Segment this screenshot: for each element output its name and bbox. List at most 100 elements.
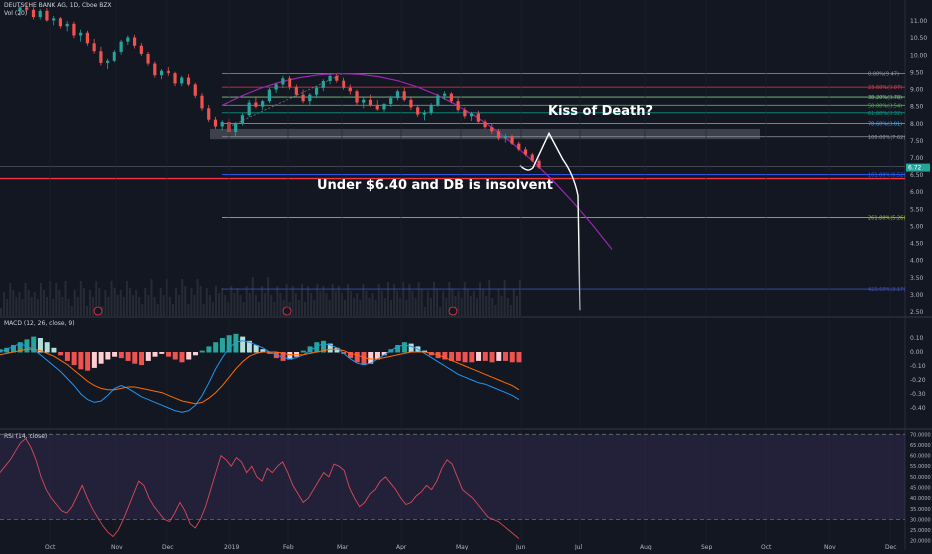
candle-body	[483, 121, 487, 128]
volume-bar	[107, 297, 110, 316]
volume-bar	[436, 289, 439, 316]
candle-body	[112, 51, 116, 61]
volume-bar	[0, 308, 2, 316]
volume-bar	[248, 293, 251, 316]
volume-bar	[205, 288, 208, 316]
candle-body	[31, 9, 36, 18]
volume-bar	[175, 288, 178, 316]
volume-bar	[420, 289, 423, 316]
candle-body	[254, 102, 258, 107]
candle-body	[530, 154, 534, 161]
price-tick-label: 7.50	[910, 138, 924, 145]
volume-bar	[451, 289, 454, 316]
macd-histogram-bar	[199, 350, 205, 353]
macd-histogram-bar	[321, 340, 327, 353]
price-tick-label: 11.00	[910, 18, 927, 25]
volume-bar	[356, 293, 359, 316]
volume-bar	[491, 298, 494, 316]
volume-bar	[423, 307, 426, 316]
earnings-marker	[282, 306, 292, 316]
volume-bar	[168, 297, 171, 316]
candle-body	[490, 127, 494, 132]
macd-histogram-bar	[4, 347, 10, 353]
volume-bar	[304, 302, 307, 316]
macd-histogram-bar	[44, 342, 50, 353]
symbol-title: DEUTSCHE BANK AG, 1D, Cboe BZX	[4, 2, 112, 9]
volume-bar	[463, 282, 466, 316]
candle-body	[335, 75, 339, 81]
candle-body	[274, 84, 278, 90]
price-tick-label: 4.00	[910, 258, 924, 265]
volume-bar	[322, 286, 325, 316]
volume-bar	[353, 298, 356, 316]
volume-bar	[193, 295, 196, 316]
volume-bar	[242, 302, 245, 316]
volume-bar	[479, 282, 482, 316]
macd-histogram-bar	[10, 345, 16, 353]
volume-bar	[472, 291, 475, 316]
price-tick-label: 5.50	[910, 206, 924, 213]
volume-bar	[196, 279, 199, 316]
rsi-tick-label: 30.0000	[910, 517, 931, 523]
volume-bar	[30, 297, 33, 316]
price-tick-label: 6.50	[910, 172, 924, 179]
volume-bar	[178, 295, 181, 316]
macd-histogram-bar	[347, 352, 353, 359]
volume-bar	[254, 295, 257, 316]
candle-body	[85, 32, 90, 44]
candle-body	[139, 45, 143, 54]
volume-bar	[184, 286, 187, 316]
volume-bar	[399, 298, 402, 316]
candle-body	[213, 119, 218, 127]
macd-histogram-bar	[354, 352, 360, 363]
volume-bar	[33, 292, 36, 316]
rsi-line	[0, 437, 520, 539]
candle-body	[267, 89, 271, 102]
macd-histogram-bar	[314, 342, 320, 353]
volume-label: Vol (20)	[4, 10, 28, 17]
volume-bar	[190, 288, 193, 316]
volume-bar	[141, 304, 144, 316]
macd-histogram-bar	[179, 352, 185, 363]
macd-histogram-bar	[105, 352, 111, 360]
volume-bar	[128, 288, 131, 316]
price-tick-label: 3.00	[910, 292, 924, 299]
volume-bar	[325, 293, 328, 316]
macd-histogram-bar	[0, 349, 3, 353]
volume-bar	[122, 297, 125, 316]
x-axis-month-label: Oct	[45, 544, 56, 550]
x-axis-month-label: May	[456, 544, 469, 550]
macd-histogram-bar	[172, 352, 178, 360]
candle-body	[523, 149, 528, 155]
macd-histogram-bar	[78, 352, 84, 370]
x-axis-month-label: Feb	[283, 544, 294, 550]
rsi-tick-label: 45.0000	[910, 486, 931, 492]
volume-bar	[233, 293, 236, 316]
candle-body	[159, 70, 164, 76]
volume-bar	[3, 292, 6, 316]
volume-bar	[162, 295, 165, 316]
candle-body	[362, 99, 366, 103]
macd-tick-label: 0.10	[910, 335, 924, 342]
volume-bar	[433, 282, 436, 316]
rsi-tick-label: 35.0000	[910, 507, 931, 513]
candle-body	[395, 91, 400, 99]
volume-bar	[82, 288, 85, 316]
volume-bar	[239, 295, 242, 316]
volume-bar	[405, 300, 408, 316]
fib-level-label: 61.80%(8.32)	[868, 111, 902, 117]
macd-tick-label: -0.10	[910, 363, 926, 370]
volume-bar	[89, 290, 92, 316]
volume-bar	[110, 281, 113, 316]
macd-histogram-bar	[240, 336, 246, 353]
volume-bar	[267, 277, 270, 316]
macd-histogram-bar	[71, 352, 77, 366]
volume-bar	[362, 284, 365, 316]
candle-body	[45, 10, 49, 21]
price-tick-label: 9.50	[910, 69, 924, 76]
volume-bar	[55, 283, 58, 316]
candle-body	[200, 95, 204, 109]
volume-bar	[257, 302, 260, 316]
macd-tick-label: -0.40	[910, 405, 926, 412]
